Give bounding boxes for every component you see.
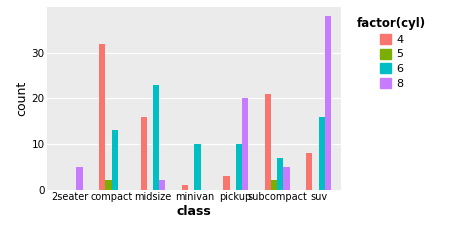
- Bar: [76, 167, 82, 190]
- Bar: [325, 16, 331, 190]
- Bar: [223, 176, 229, 190]
- Bar: [271, 181, 277, 190]
- Y-axis label: count: count: [16, 81, 29, 116]
- Legend: 4, 5, 6, 8: 4, 5, 6, 8: [353, 13, 431, 93]
- Bar: [283, 167, 290, 190]
- X-axis label: class: class: [177, 205, 212, 218]
- Bar: [236, 144, 242, 190]
- Bar: [140, 117, 147, 190]
- Bar: [194, 144, 201, 190]
- Bar: [159, 181, 165, 190]
- Bar: [182, 185, 188, 190]
- Bar: [105, 181, 111, 190]
- Bar: [264, 94, 271, 190]
- Bar: [277, 158, 283, 190]
- Bar: [153, 85, 159, 190]
- Bar: [111, 130, 118, 190]
- Bar: [242, 98, 248, 190]
- Bar: [319, 117, 325, 190]
- Bar: [99, 44, 105, 190]
- Bar: [306, 153, 312, 190]
